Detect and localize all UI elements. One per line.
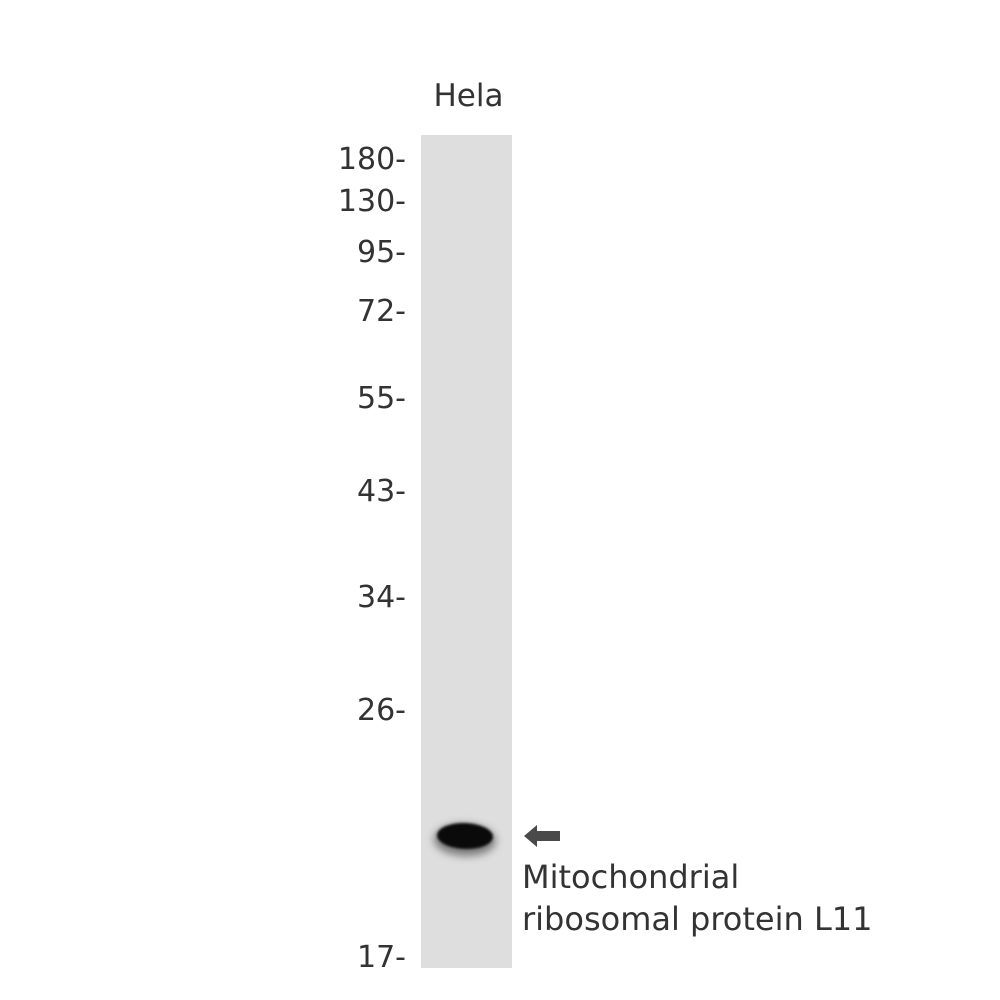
left-arrow-icon bbox=[524, 825, 560, 847]
marker-26: 26- bbox=[357, 693, 406, 728]
target-line-1: Mitochondrial bbox=[522, 858, 740, 896]
target-protein-label: Mitochondrial ribosomal protein L11 bbox=[522, 856, 873, 940]
marker-34: 34- bbox=[357, 580, 406, 615]
marker-95: 95- bbox=[357, 235, 406, 270]
protein-band bbox=[436, 822, 494, 850]
blot-lane bbox=[421, 135, 512, 968]
marker-180: 180- bbox=[337, 142, 406, 177]
marker-17: 17- bbox=[357, 940, 406, 975]
marker-43: 43- bbox=[357, 474, 406, 509]
marker-72: 72- bbox=[357, 294, 406, 329]
marker-55: 55- bbox=[357, 381, 406, 416]
target-line-2: ribosomal protein L11 bbox=[522, 900, 873, 938]
marker-130: 130- bbox=[337, 184, 406, 219]
lane-label: Hela bbox=[433, 78, 504, 114]
